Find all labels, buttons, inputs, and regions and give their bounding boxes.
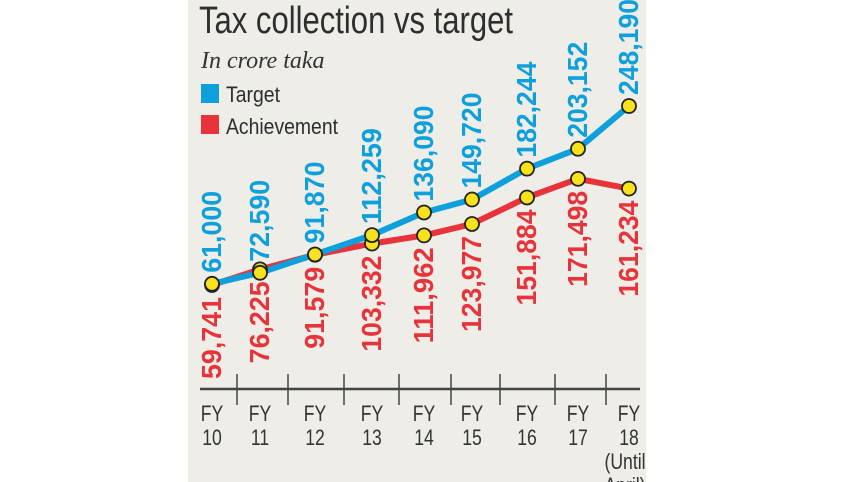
point-target — [307, 246, 323, 263]
x-tick-label: 11 — [251, 426, 269, 450]
data-label-achievement: 161,234 — [613, 200, 644, 296]
data-label-achievement: 59,741 — [196, 297, 227, 379]
x-tick-label: 17 — [568, 426, 588, 450]
x-tick-label: FY — [618, 402, 640, 426]
plot-area: 61,000 72,590 91,870 112,259 136,090 149,720 1… — [196, 0, 644, 379]
x-tick-label: 14 — [414, 426, 434, 450]
data-label-achievement: 171,498 — [562, 191, 593, 287]
chart-subtitle: In crore taka — [200, 48, 325, 74]
point-target — [204, 275, 220, 292]
point-achievement — [416, 227, 432, 244]
x-tick-label: April) — [604, 474, 645, 482]
x-tick-label: FY — [413, 402, 435, 426]
data-label-target: 91,870 — [299, 161, 330, 243]
x-tick-label: FY — [304, 402, 326, 426]
data-label-target: 61,000 — [196, 191, 227, 273]
x-tick-label: FY — [361, 402, 383, 426]
point-achievement — [464, 216, 480, 232]
data-label-achievement: 123,977 — [456, 236, 487, 332]
x-tick-label: 18 — [619, 426, 639, 450]
data-label-achievement: 91,579 — [299, 267, 330, 349]
data-label-achievement: 103,332 — [356, 256, 387, 352]
x-tick-label: FY — [461, 402, 483, 426]
x-axis: FY10FY11FY12FY13FY14FY15FY16FY17FY18(Unt… — [200, 374, 646, 482]
x-tick-label: (Until — [604, 450, 645, 474]
data-label-target: 72,590 — [244, 180, 275, 262]
point-target — [364, 227, 380, 244]
data-label-target: 182,244 — [511, 61, 542, 157]
point-target — [570, 140, 586, 157]
chart-background — [188, 0, 646, 482]
point-target — [252, 264, 268, 281]
point-target — [416, 204, 432, 221]
point-target — [519, 160, 535, 177]
data-label-achievement: 76,225 — [244, 281, 275, 363]
x-tick-label: 10 — [202, 426, 222, 450]
data-label-target: 136,090 — [408, 105, 439, 201]
legend-label-achievement: Achievement — [226, 114, 338, 139]
data-label-target: 203,152 — [562, 42, 593, 138]
x-tick-label: 12 — [305, 426, 325, 450]
point-achievement — [621, 180, 637, 197]
x-tick-label: 16 — [517, 426, 537, 450]
x-tick-label: 15 — [462, 426, 482, 450]
legend-label-target: Target — [226, 82, 280, 107]
point-achievement — [519, 189, 535, 206]
data-label-target: 149,720 — [456, 93, 487, 189]
x-tick-label: 13 — [362, 426, 382, 450]
x-tick-label: FY — [516, 402, 538, 426]
point-target — [621, 98, 637, 114]
data-label-achievement: 111,962 — [408, 247, 439, 343]
legend-swatch-achievement — [201, 115, 219, 134]
x-tick-label: FY — [567, 402, 589, 426]
point-target — [464, 191, 480, 208]
data-label-achievement: 151,884 — [511, 209, 542, 305]
x-tick-label: FY — [249, 402, 271, 426]
data-label-target: 112,259 — [356, 128, 387, 224]
chart-title: Tax collection vs target — [199, 0, 513, 42]
legend-swatch-target — [201, 84, 219, 103]
x-tick-label: FY — [201, 402, 223, 426]
data-label-target: 248,190 — [613, 0, 644, 95]
point-achievement — [570, 170, 586, 187]
